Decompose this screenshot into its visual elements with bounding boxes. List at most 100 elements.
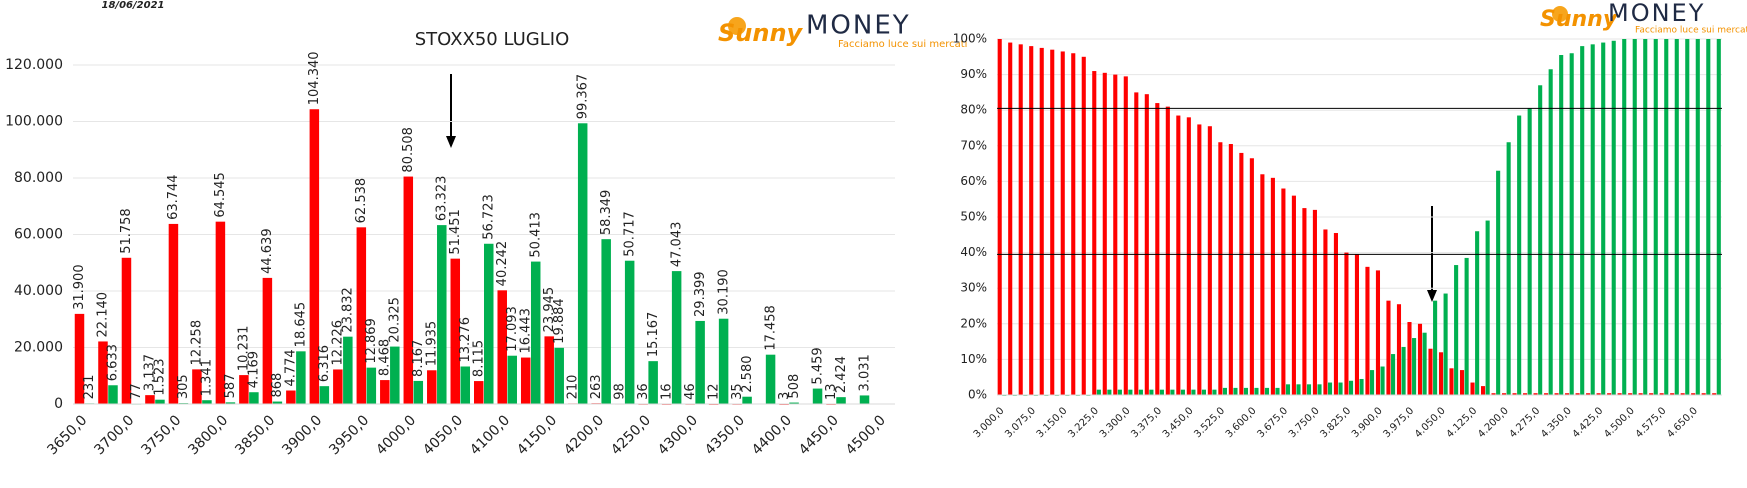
x-tick-label: 4.350,0 [1539,405,1574,440]
x-tick-label: 4500,0 [843,412,889,458]
bar [460,366,471,404]
date: 18/06/2021 [102,0,165,11]
data-label: 11.935 [425,321,440,367]
bar [343,336,353,404]
y-tick-label: 60% [960,174,987,188]
data-label: 20.325 [388,297,403,343]
data-label: 51.451 [448,209,463,255]
bar [1107,389,1112,395]
x-tick-label: 3.375,0 [1129,405,1164,440]
bar [1701,393,1706,395]
bar [1664,39,1669,395]
bar [145,395,155,404]
bar [1712,393,1717,395]
data-label: 17.458 [763,305,778,351]
bar [1197,124,1202,395]
bar [98,341,108,404]
bar [1134,92,1139,396]
x-tick-label: 4.575,0 [1634,405,1669,440]
bar [437,225,447,404]
bar [121,257,132,404]
bar [1312,209,1317,395]
y-tick-label: 70% [960,138,987,152]
bar [390,346,400,404]
bar [1443,293,1448,395]
bar [168,223,179,404]
x-tick-label: 3.450,0 [1161,405,1196,440]
bar [309,109,320,404]
y-tick-label: 60.000 [14,227,63,243]
bar [624,260,635,404]
bar [1527,108,1532,396]
bar [1670,393,1675,395]
bar [1586,393,1591,395]
x-tick-label: 4050,0 [420,412,466,458]
x-tick-label: 3.075,0 [1003,405,1038,440]
logo-brand: Sunny [718,19,804,47]
x-tick-label: 3.975,0 [1382,405,1417,440]
bar [1359,378,1364,395]
bar [1180,389,1185,395]
logo-brand: MONEY [1608,0,1705,27]
x-tick-label: 3.150,0 [1035,405,1070,440]
bar [1207,126,1212,395]
bar [1533,393,1538,395]
bar [836,397,846,404]
bar [1222,387,1228,395]
bar [1391,354,1396,395]
y-tick-label: 100% [953,32,987,46]
data-label: 40.242 [495,241,510,287]
bar [1144,94,1149,396]
bar [1617,393,1622,395]
data-label: 4.169 [247,351,262,388]
data-label: 16.443 [518,308,533,354]
data-label: 23.832 [341,287,356,333]
bar [1396,304,1402,395]
bar [1123,76,1128,395]
bar [1060,51,1065,396]
bar [1523,393,1528,395]
x-tick-label: 4100,0 [467,412,513,458]
arrow [1427,206,1437,302]
data-label: 3.137 [143,354,158,391]
bar [1291,195,1296,395]
data-label: 17.093 [505,306,520,352]
bar [1260,174,1265,395]
x-tick-label: 3650,0 [44,412,90,458]
bar [601,239,611,404]
bar [403,176,414,404]
x-tick-label: 4150,0 [514,412,560,458]
bar [789,402,799,404]
data-label: 1.523 [153,358,168,395]
data-label: 12 [706,383,721,400]
y-tick-label: 120.000 [5,57,63,73]
bar [1165,106,1170,395]
data-label: 1.341 [200,359,215,396]
bar [1239,152,1244,395]
x-tick-label: 3.525,0 [1192,405,1227,440]
bar [1333,233,1338,395]
data-label: 5.459 [810,347,825,384]
data-label: 99.367 [575,74,590,120]
data-label: 587 [223,374,238,399]
data-label: 12.869 [364,318,379,364]
data-label: 77 [129,383,144,400]
bar [1306,384,1312,395]
bar [1212,389,1217,395]
logo-brand: Sunny [1540,7,1619,32]
x-tick-label: 3850,0 [232,412,278,458]
bar [1233,387,1238,395]
bar [1706,39,1711,395]
bar [1716,39,1721,395]
bar [859,395,870,404]
x-tick-label: 4.650,0 [1665,405,1700,440]
bar [333,369,343,404]
bar [554,347,564,404]
bar [225,402,236,404]
data-label: 4.774 [284,349,299,386]
data-label: 50.717 [622,211,637,257]
bar [1538,85,1543,395]
bar [1590,44,1595,396]
data-label: 50.413 [528,212,543,258]
x-tick-label: 4.500,0 [1602,405,1637,440]
